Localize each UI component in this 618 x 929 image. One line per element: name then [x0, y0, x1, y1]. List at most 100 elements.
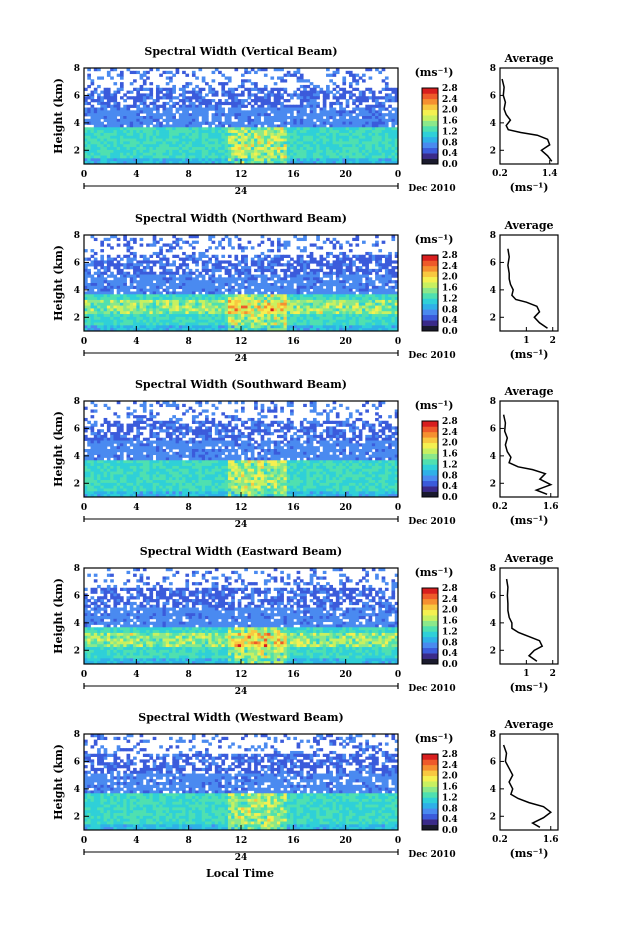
x-tick-label: 4: [133, 836, 139, 846]
colorbar-tick-label: 2.8: [442, 251, 458, 261]
colorbar-segment: [422, 136, 438, 143]
x-tick-label: 16: [287, 337, 300, 347]
colorbar-segment: [422, 802, 438, 809]
avg-x-axis-label: (ms⁻¹): [510, 348, 549, 361]
average-frame: [499, 67, 559, 165]
x-tick-label: 16: [287, 836, 300, 846]
colorbar-segment: [422, 620, 438, 627]
colorbar-segment: [422, 813, 438, 820]
avg-y-tick-label: 8: [490, 397, 496, 407]
average-profile-line: [505, 578, 544, 662]
colorbar-tick-label: 0.0: [442, 327, 458, 337]
x-tick-label: 0: [81, 337, 87, 347]
average-title: Average: [503, 385, 553, 398]
y-tick-label: 4: [74, 619, 80, 629]
colorbar-segment: [422, 147, 438, 154]
colorbar-tick-label: 0.4: [442, 316, 458, 326]
colorbar-segment: [422, 464, 438, 471]
date-label: Dec 2010: [408, 184, 455, 194]
colorbar-segment: [422, 786, 438, 793]
colorbar-segment: [422, 754, 438, 760]
y-tick-label: 4: [74, 452, 80, 462]
colorbar-segment: [422, 653, 438, 659]
colorbar-segment: [422, 442, 438, 449]
colorbar-segment: [422, 642, 438, 649]
colorbar-tick-label: 2.0: [442, 273, 458, 283]
x-tick-label: 0: [395, 670, 401, 680]
colorbar-tick-label: 2.8: [442, 584, 458, 594]
y-axis-label: Height (km): [52, 245, 65, 321]
average-profile-line: [507, 248, 548, 329]
colorbar-segment: [422, 255, 438, 261]
average-profile-line: [501, 78, 553, 162]
x-tick-label: 20: [339, 503, 352, 513]
colorbar-segment: [422, 109, 438, 116]
y-tick-label: 6: [74, 591, 80, 601]
average-title: Average: [503, 718, 553, 731]
colorbar-frame: [421, 753, 439, 831]
avg-y-tick-label: 8: [490, 730, 496, 740]
colorbar-segment: [422, 293, 438, 299]
avg-x-axis-label: (ms⁻¹): [510, 681, 549, 694]
date-label: Dec 2010: [408, 850, 455, 860]
colorbar-segment: [422, 824, 438, 831]
x-tick-label: 20: [339, 836, 352, 846]
colorbar-segment: [422, 792, 438, 798]
colorbar-segment: [422, 314, 438, 321]
x-tick-label: 12: [235, 670, 248, 680]
colorbar-segment: [422, 126, 438, 132]
colorbar-tick-label: 1.2: [442, 460, 458, 470]
x-tick-label: 0: [81, 836, 87, 846]
y-axis-label: Height (km): [52, 411, 65, 487]
avg-y-tick-label: 4: [490, 619, 496, 629]
x-tick-label: 0: [395, 503, 401, 513]
x-tick-label: 0: [395, 170, 401, 180]
y-axis-label: Height (km): [52, 78, 65, 154]
colorbar-tick-label: 0.4: [442, 482, 458, 492]
colorbar-segment: [422, 615, 438, 621]
colorbar-tick-label: 2.0: [442, 106, 458, 116]
date-label: Dec 2010: [408, 351, 455, 361]
colorbar-segment: [422, 764, 438, 771]
colorbar-tick-label: 2.4: [442, 595, 458, 605]
colorbar-segment: [422, 770, 438, 777]
avg-y-tick-label: 8: [490, 64, 496, 74]
average-profile-line: [502, 414, 553, 495]
colorbar-tick-label: 1.6: [442, 450, 458, 460]
colorbar-segment: [422, 475, 438, 482]
colorbar-tick-label: 0.4: [442, 649, 458, 659]
x-tick-label: 16: [287, 170, 300, 180]
colorbar-frame: [421, 254, 439, 332]
colorbar-tick-label: 1.6: [442, 117, 458, 127]
y-tick-label: 2: [74, 479, 80, 489]
colorbar-tick-label: 2.0: [442, 439, 458, 449]
day-label: 24: [235, 354, 248, 364]
y-tick-label: 6: [74, 258, 80, 268]
colorbar-segment: [422, 631, 438, 638]
colorbar-segment: [422, 453, 438, 460]
x-tick-label: 4: [133, 503, 139, 513]
colorbar-segment: [422, 775, 438, 782]
colorbar-frame: [421, 587, 439, 665]
colorbar-tick-label: 0.0: [442, 660, 458, 670]
colorbar-unit: (ms⁻¹): [415, 566, 454, 579]
y-tick-label: 8: [74, 397, 80, 407]
colorbar-segment: [422, 781, 438, 787]
heatmap-cells: [84, 401, 399, 498]
y-tick-label: 4: [74, 785, 80, 795]
colorbar-segment: [422, 98, 438, 105]
colorbar-segment: [422, 647, 438, 654]
colorbar-segment: [422, 142, 438, 149]
x-tick-label: 8: [186, 337, 192, 347]
average-title: Average: [503, 52, 553, 65]
colorbar-segment: [422, 797, 438, 804]
y-axis-label: Height (km): [52, 578, 65, 654]
panel-title: Spectral Width (Westward Beam): [138, 711, 343, 724]
y-tick-label: 4: [74, 119, 80, 129]
colorbar-segment: [422, 759, 438, 766]
y-tick-label: 6: [74, 91, 80, 101]
x-tick-label: 20: [339, 670, 352, 680]
colorbar-tick-label: 2.4: [442, 95, 458, 105]
avg-y-tick-label: 6: [490, 424, 496, 434]
